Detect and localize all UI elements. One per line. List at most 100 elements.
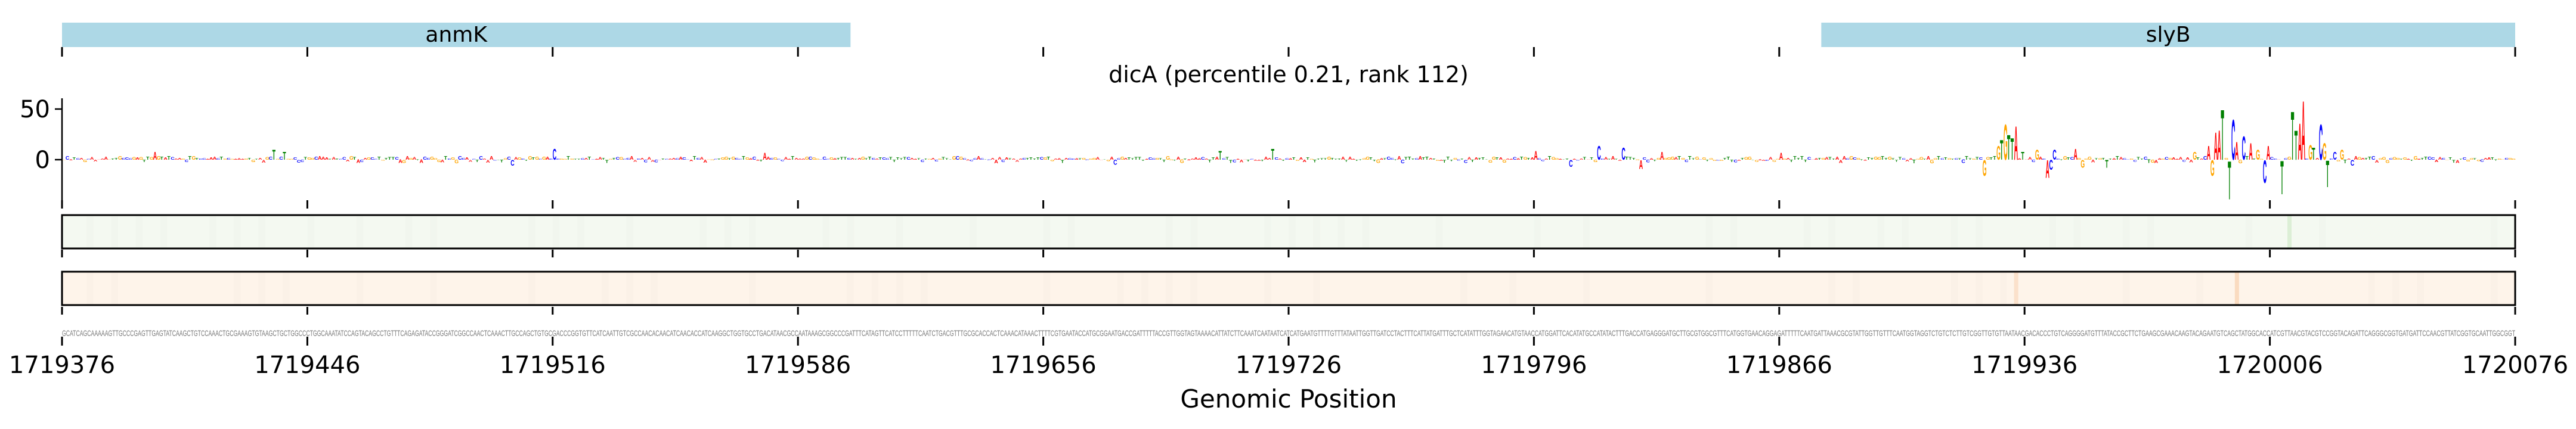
logo-letter: A bbox=[1905, 160, 1909, 162]
logo-letter: G bbox=[251, 159, 255, 163]
logo-letter: C bbox=[472, 159, 476, 160]
logo-letter: A bbox=[640, 158, 644, 160]
logo-letter: C bbox=[1274, 157, 1278, 160]
logo-letter: T bbox=[255, 159, 258, 160]
logo-letter: G bbox=[2396, 158, 2400, 160]
track-stripe bbox=[1166, 215, 1173, 248]
logo-letter: G bbox=[504, 158, 508, 160]
logo-letter: G bbox=[286, 159, 290, 160]
logo-letter: A bbox=[2484, 158, 2487, 160]
logo-letter: A bbox=[2028, 156, 2032, 160]
logo-letter: T bbox=[525, 160, 528, 161]
logo-letter: T bbox=[1937, 155, 1940, 161]
logo-letter: C bbox=[637, 158, 641, 160]
logo-letter: C bbox=[686, 159, 690, 160]
logo-letter: A bbox=[1054, 158, 1058, 160]
logo-letter: A bbox=[1243, 159, 1247, 160]
logo-letter: T bbox=[167, 155, 171, 161]
logo-letter: T bbox=[1404, 156, 1408, 160]
logo-letter: A bbox=[413, 156, 417, 161]
logo-letter: A bbox=[1303, 159, 1307, 163]
logo-letter: A bbox=[689, 160, 693, 162]
logo-letter: T bbox=[661, 158, 664, 160]
logo-letter: G bbox=[570, 158, 574, 160]
logo-letter: T bbox=[1828, 156, 1832, 160]
logo-letter: T bbox=[1590, 157, 1593, 161]
logo-letter: C bbox=[1733, 159, 1738, 163]
logo-letter: C bbox=[1201, 156, 1205, 160]
logo-letter: A bbox=[672, 157, 676, 160]
logo-letter: T bbox=[1138, 157, 1141, 161]
logo-letter: T bbox=[1331, 157, 1335, 160]
logo-letter: G bbox=[1366, 156, 1370, 161]
logo-letter: T bbox=[1271, 146, 1275, 163]
logo-letter: T bbox=[742, 155, 745, 161]
logo-letter: A bbox=[1278, 158, 1282, 160]
track-stripe bbox=[258, 272, 265, 305]
logo-letter: G bbox=[2238, 158, 2243, 164]
track-stripe bbox=[307, 215, 314, 248]
logo-letter: G bbox=[1983, 156, 1987, 181]
logo-letter: A bbox=[258, 157, 262, 160]
logo-letter: G bbox=[1667, 157, 1671, 161]
logo-letter: T bbox=[945, 158, 949, 160]
logo-letter: C bbox=[1979, 157, 1983, 161]
logo-letter: A bbox=[346, 160, 349, 162]
track-stripe bbox=[1951, 215, 1958, 248]
track-stripe bbox=[2000, 272, 2007, 305]
logo-letter: A bbox=[1674, 156, 1678, 160]
logo-letter: T bbox=[416, 160, 420, 161]
logo-letter: T bbox=[854, 159, 857, 160]
logo-letter: C bbox=[581, 158, 584, 160]
logo-letter: C bbox=[549, 158, 553, 160]
logo-letter: G bbox=[307, 157, 311, 161]
logo-letter: C bbox=[1222, 158, 1225, 160]
track-stripe bbox=[2123, 272, 2130, 305]
logo-letter: G bbox=[938, 158, 942, 160]
logo-letter: C bbox=[2056, 158, 2060, 160]
logo-letter: T bbox=[1958, 158, 1962, 160]
logo-letter: A bbox=[1380, 158, 1383, 160]
x-tick-labels: 1719376 1719446 1719516 1719586 1719656 17197… bbox=[9, 352, 2568, 379]
logo-letter: T bbox=[2326, 153, 2329, 195]
logo-letter: G bbox=[2130, 158, 2134, 160]
logo-letter: T bbox=[2101, 158, 2105, 160]
logo-letter: A bbox=[598, 156, 602, 160]
logo-letter: C bbox=[293, 157, 298, 161]
track-stripe bbox=[86, 272, 94, 305]
logo-letter: G bbox=[1933, 158, 1937, 160]
logo-letter: G bbox=[1695, 156, 1699, 161]
logo-letter: C bbox=[2442, 157, 2445, 160]
logo-letter: A bbox=[2172, 157, 2176, 160]
logo-letter: A bbox=[1194, 157, 1198, 161]
logo-letter: T bbox=[73, 157, 76, 160]
logo-letter: A bbox=[163, 157, 168, 161]
logo-letter: T bbox=[612, 158, 616, 161]
track-stripe bbox=[1534, 215, 1541, 248]
logo-letter: A bbox=[850, 157, 854, 160]
logo-letter: C bbox=[872, 158, 875, 160]
logo-letter: G bbox=[1309, 159, 1314, 160]
logo-letter: C bbox=[2070, 156, 2075, 160]
logo-letter: C bbox=[1685, 159, 1689, 163]
track-stripe bbox=[528, 215, 535, 248]
logo-letter: A bbox=[153, 151, 157, 163]
logo-letter: T bbox=[1789, 159, 1793, 163]
logo-letter: T bbox=[1804, 159, 1807, 163]
track-stripe bbox=[209, 215, 216, 248]
logo-letter: A bbox=[2073, 146, 2077, 163]
logo-letter: C bbox=[199, 158, 203, 160]
logo-letter: T bbox=[2137, 156, 2140, 161]
track-stripe bbox=[700, 215, 707, 248]
logo-letter: A bbox=[595, 159, 599, 160]
logo-letter: A bbox=[2277, 159, 2281, 160]
logo-letter: A bbox=[1825, 156, 1829, 161]
logo-letter: G bbox=[2403, 157, 2407, 161]
logo-letter: A bbox=[1587, 159, 1591, 160]
logo-letter: T bbox=[1628, 156, 1632, 161]
logo-letter: A bbox=[1559, 158, 1563, 160]
track-stripe bbox=[921, 272, 928, 305]
track-stripe bbox=[1509, 272, 1516, 305]
logo-letter: C bbox=[1643, 157, 1647, 160]
logo-letter: A bbox=[2200, 158, 2204, 160]
